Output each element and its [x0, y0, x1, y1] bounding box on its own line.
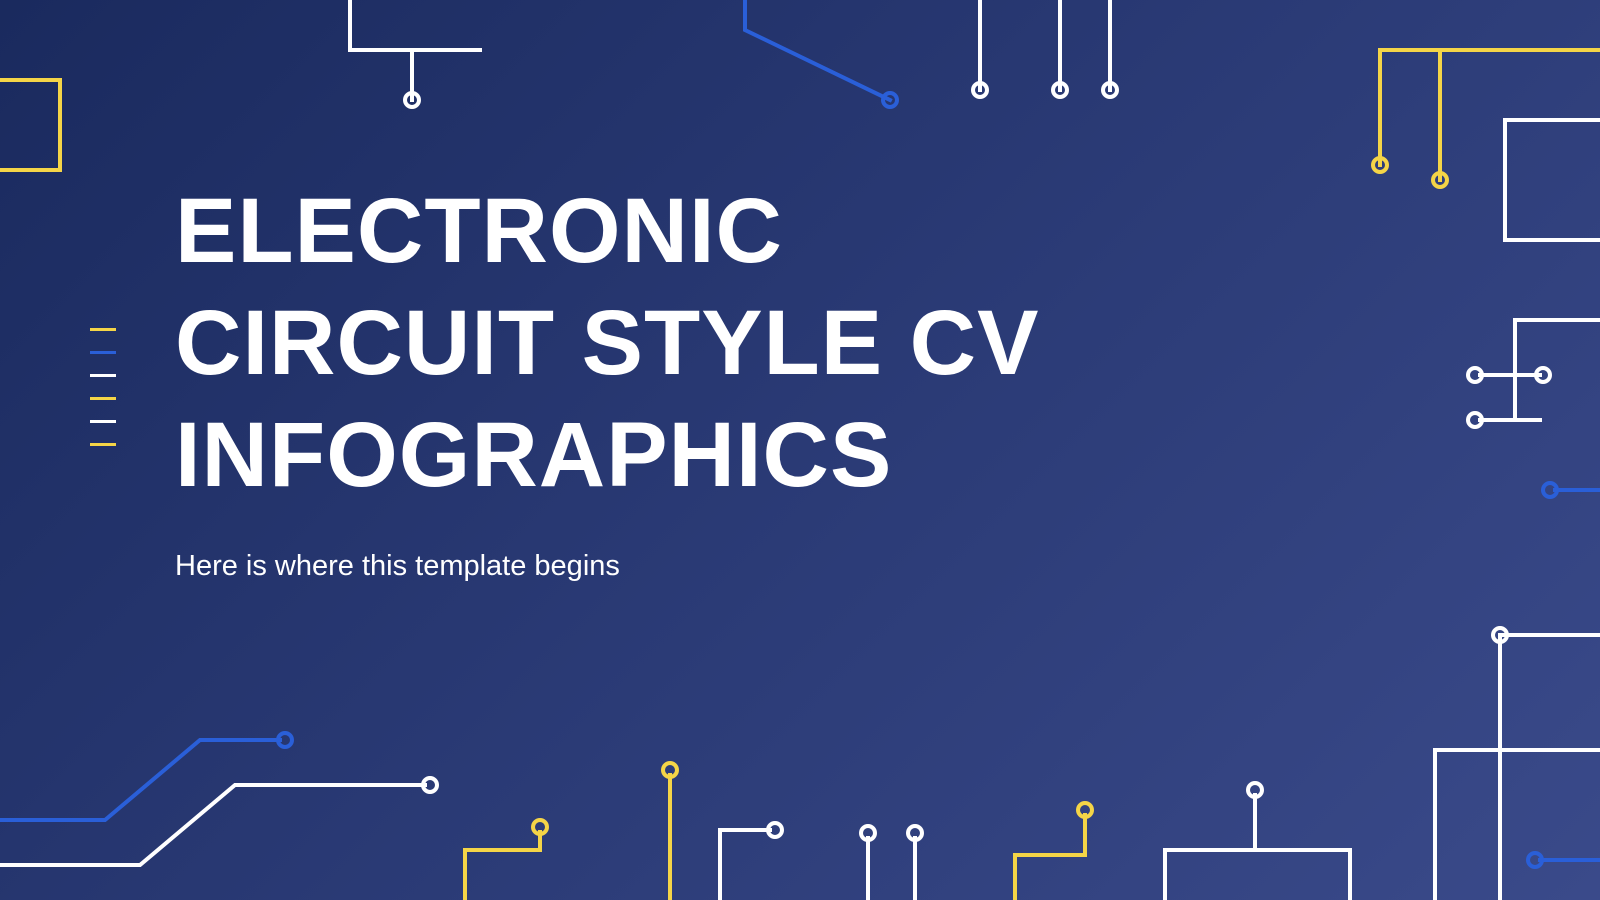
main-title: ELECTRONICCIRCUIT STYLE CVINFOGRAPHICS: [175, 175, 1275, 512]
circuit-bottom-yellow-1: [465, 820, 547, 900]
dash-item: [90, 443, 116, 446]
circuit-bottom-blue-2: [1528, 853, 1600, 867]
dash-item: [90, 351, 116, 354]
circuit-top-yellow-left: [0, 80, 60, 170]
content-block: ELECTRONICCIRCUIT STYLE CVINFOGRAPHICS H…: [175, 175, 1275, 583]
circuit-bottom-white-4: [1165, 783, 1350, 900]
subtitle: Here is where this template begins: [175, 550, 1275, 583]
circuit-bottom-white-1: [0, 778, 437, 865]
circuit-bottom-yellow-2: [663, 763, 677, 900]
circuit-mid-right-white: [1468, 320, 1600, 427]
circuit-bottom-white-2: [720, 823, 782, 900]
dash-item: [90, 397, 116, 400]
circuit-top-blue-1: [745, 0, 897, 107]
circuit-right-lower-white: [1435, 628, 1600, 900]
dash-item: [90, 374, 116, 377]
circuit-top-white-2: [973, 0, 1117, 97]
circuit-top-right-white: [1505, 120, 1600, 240]
circuit-top-white-1: [350, 0, 480, 107]
circuit-bottom-white-3: [861, 826, 922, 900]
circuit-bottom-blue-1: [0, 733, 292, 820]
circuit-top-right-yellow: [1373, 50, 1600, 187]
dash-decoration: [90, 328, 116, 466]
circuit-mid-right-blue: [1543, 483, 1600, 497]
dash-item: [90, 328, 116, 331]
dash-item: [90, 420, 116, 423]
circuit-bottom-yellow-3: [1015, 803, 1092, 900]
